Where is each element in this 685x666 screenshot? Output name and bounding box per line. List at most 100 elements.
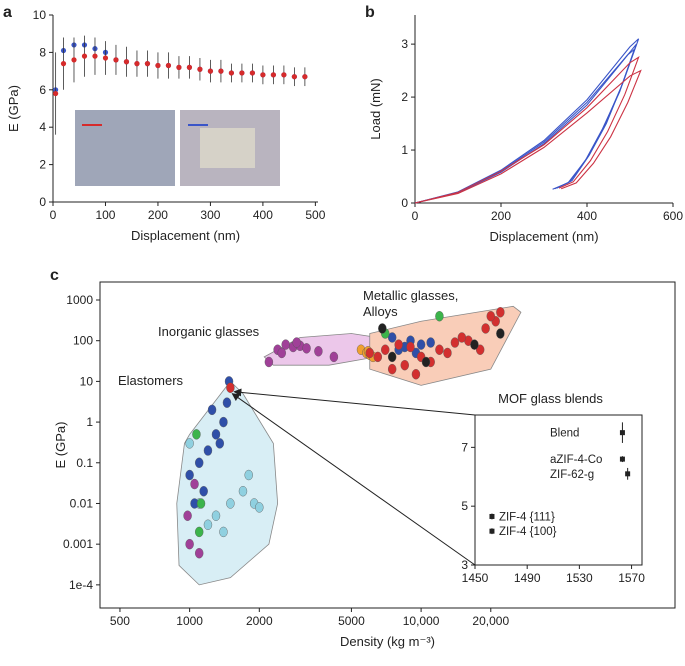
x-tick-label: 0 <box>50 208 57 222</box>
x-axis-label: Density (kg m⁻³) <box>340 634 435 649</box>
data-point <box>619 456 625 462</box>
data-point <box>185 469 194 481</box>
data-point <box>53 90 59 97</box>
x-tick-label: 300 <box>200 208 220 222</box>
point-label: ZIF-4 {100} <box>499 526 557 538</box>
x-tick-label: 100 <box>95 208 115 222</box>
point-label: ZIF-4 {111} <box>499 511 555 523</box>
data-point <box>365 347 374 359</box>
y-tick-label: 7 <box>461 440 468 454</box>
data-point <box>226 498 235 509</box>
y-tick-label: 0.001 <box>63 537 93 551</box>
panel-letter: b <box>365 4 375 21</box>
data-point <box>239 70 245 76</box>
photo <box>75 110 175 186</box>
region-label: Elastomers <box>118 373 184 388</box>
data-point <box>211 510 221 521</box>
data-point <box>470 339 479 350</box>
y-axis-label: E (GPa) <box>53 422 68 469</box>
y-tick-label: 1e-4 <box>69 578 93 592</box>
y-tick-label: 2 <box>401 90 408 104</box>
data-point <box>81 53 88 59</box>
data-point <box>291 74 297 80</box>
x-tick-label: 400 <box>253 208 273 222</box>
inset-title: MOF glass blends <box>498 391 603 406</box>
point-label: ZIF-62-g <box>550 469 594 481</box>
region-label: Alloys <box>363 304 398 319</box>
data-point <box>381 344 390 355</box>
y-tick-label: 100 <box>73 334 93 348</box>
data-point <box>185 438 194 449</box>
data-point <box>421 356 431 368</box>
data-point <box>387 351 397 363</box>
data-point <box>197 66 203 72</box>
data-point <box>400 359 409 371</box>
x-axis-label: Displacement (nm) <box>489 229 598 244</box>
y-tick-label: 0.1 <box>76 456 93 470</box>
data-point <box>185 538 194 550</box>
data-point <box>190 478 199 490</box>
data-point <box>165 62 172 69</box>
y-axis-label: E (GPa) <box>6 85 21 132</box>
x-tick-label: 5000 <box>338 614 365 628</box>
data-point <box>226 382 235 393</box>
data-point <box>486 310 495 322</box>
data-point <box>260 72 266 78</box>
data-point <box>176 64 182 70</box>
y-tick-label: 3 <box>461 558 468 572</box>
data-point <box>426 337 435 348</box>
data-point <box>113 57 119 63</box>
x-axis-label: Displacement (nm) <box>131 228 240 243</box>
arrow <box>231 393 476 566</box>
load-curve <box>414 69 642 204</box>
y-tick-label: 1 <box>86 415 93 429</box>
y-tick-label: 1000 <box>66 293 93 307</box>
region-label: Inorganic glasses <box>158 324 260 339</box>
data-point <box>475 344 485 355</box>
data-point <box>102 55 109 61</box>
x-tick-label: 0 <box>412 209 419 223</box>
data-point <box>92 53 98 59</box>
data-point <box>496 307 505 318</box>
data-point <box>435 344 444 355</box>
y-tick-label: 0 <box>39 195 46 209</box>
data-point <box>277 347 286 359</box>
x-tick-label: 1530 <box>566 571 593 585</box>
data-point <box>489 528 495 534</box>
x-tick-label: 400 <box>577 209 597 223</box>
data-point <box>450 337 460 348</box>
data-point <box>144 61 151 67</box>
data-point <box>443 347 452 359</box>
data-point <box>249 70 256 76</box>
x-tick-label: 20,000 <box>472 614 509 628</box>
data-point <box>270 72 276 78</box>
panel-letter: a <box>3 4 12 21</box>
data-point <box>292 337 301 348</box>
data-point <box>329 351 339 363</box>
data-point <box>60 61 67 67</box>
y-tick-label: 8 <box>39 45 46 59</box>
data-point <box>255 502 264 513</box>
y-tick-label: 4 <box>39 120 46 134</box>
x-tick-label: 2000 <box>246 614 273 628</box>
data-point <box>387 363 397 375</box>
data-point <box>238 486 248 497</box>
x-tick-label: 1490 <box>514 571 541 585</box>
data-point <box>218 68 224 74</box>
data-point <box>281 72 287 78</box>
data-point <box>203 519 213 530</box>
data-point <box>416 339 426 350</box>
data-point <box>302 343 311 354</box>
data-point <box>435 310 444 322</box>
y-tick-label: 3 <box>401 37 408 51</box>
data-point <box>222 397 232 408</box>
data-point <box>195 526 204 538</box>
y-tick-label: 2 <box>39 158 46 172</box>
data-point <box>207 404 217 416</box>
data-point <box>387 332 397 343</box>
x-tick-label: 1450 <box>462 571 489 585</box>
data-point <box>264 356 274 368</box>
y-tick-label: 1 <box>401 143 408 157</box>
data-point <box>203 445 213 456</box>
